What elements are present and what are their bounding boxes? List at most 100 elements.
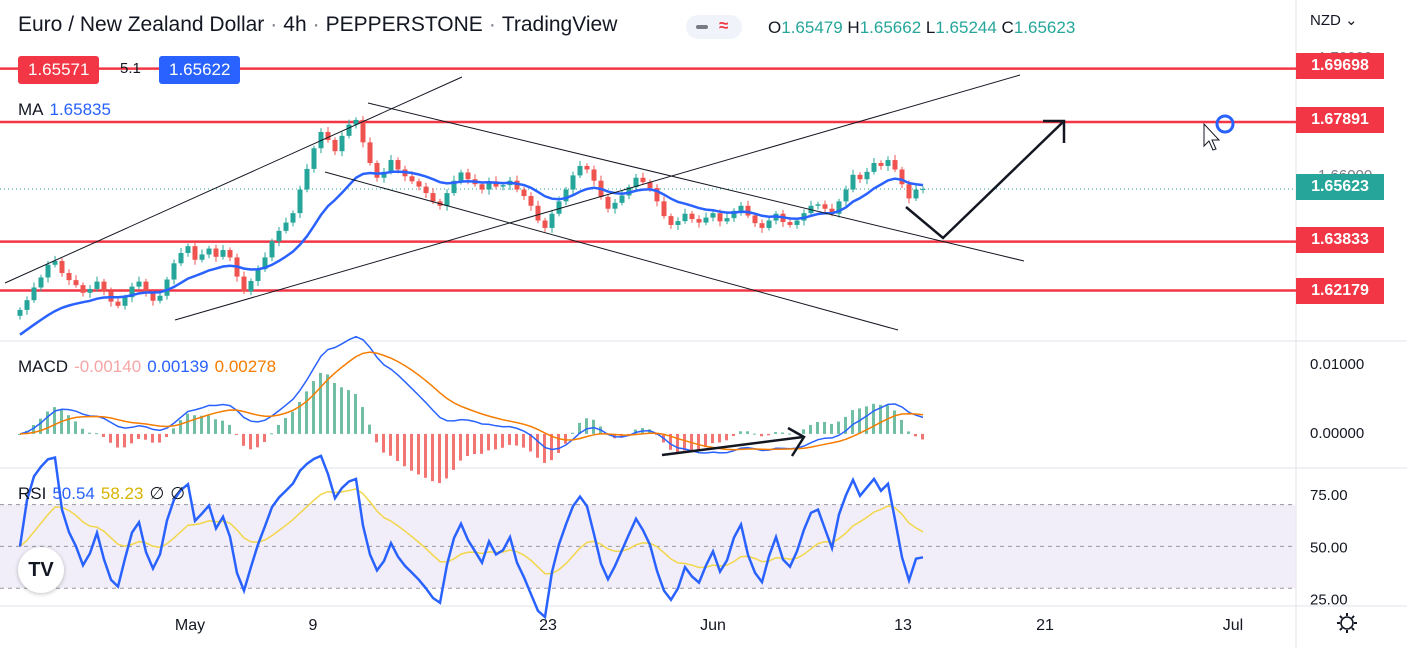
macd-histogram-bar (137, 433, 140, 439)
candle-body (528, 196, 534, 206)
chevron-down-icon: ⌄ (1345, 12, 1358, 29)
visibility-toggle[interactable]: ≈ (686, 15, 742, 39)
macd-histogram-bar (368, 424, 371, 434)
macd-histogram-bar (284, 417, 287, 434)
candle-body (381, 171, 387, 178)
candle-body (332, 139, 338, 152)
ma-legend[interactable]: MA 1.65835 (18, 100, 111, 119)
candle-body (605, 196, 611, 209)
time-axis-label: 9 (309, 617, 318, 634)
candle-body (73, 280, 79, 286)
macd-histogram-bar (88, 432, 91, 434)
buy-button[interactable]: 1.65622 (159, 56, 241, 84)
currency-selector[interactable]: NZD ⌄ (1310, 12, 1358, 29)
macd-histogram-bar (473, 433, 476, 455)
macd-histogram-bar (305, 391, 308, 434)
current-price-tag: 1.65623 (1296, 174, 1384, 200)
macd-histogram-bar (683, 433, 686, 451)
candle-body (24, 300, 30, 310)
time-axis-label: 13 (894, 617, 912, 634)
candle-body (325, 132, 331, 140)
cursor-ring (1215, 114, 1235, 134)
spread-value: 5.1 (120, 60, 141, 77)
candle-body (248, 281, 254, 292)
macd-histogram-bar (578, 422, 581, 434)
rsi-axis-label: 50.00 (1310, 539, 1348, 556)
candle-body (521, 189, 527, 197)
macd-histogram-bar (830, 423, 833, 434)
macd-histogram-bar (711, 433, 714, 444)
macd-histogram-bar (844, 416, 847, 434)
candle-body (871, 163, 877, 172)
macd-histogram-bar (214, 419, 217, 434)
macd-legend[interactable]: MACD -0.00140 0.00139 0.00278 (18, 357, 277, 376)
candle-body (115, 301, 121, 306)
macd-histogram-bar (389, 433, 392, 456)
candle-body (556, 201, 562, 214)
candle-body (395, 160, 401, 170)
macd-histogram-bar (333, 383, 336, 434)
macd-histogram-bar (347, 390, 350, 434)
macd-histogram-bar (417, 433, 420, 475)
macd-histogram-bar (746, 431, 749, 434)
candle-body (66, 273, 72, 281)
candle-body (738, 205, 744, 211)
platform-label: TradingView (501, 13, 618, 36)
macd-histogram-bar (865, 406, 868, 434)
candle-body (892, 160, 898, 170)
macd-histogram-bar (459, 433, 462, 461)
candle-body (94, 281, 100, 289)
candle-body (430, 193, 436, 202)
symbol-name[interactable]: Euro / New Zealand Dollar (18, 13, 265, 36)
rsi-line (18, 454, 924, 620)
macd-histogram-bar (298, 401, 301, 434)
candle-body (227, 250, 233, 258)
macd-histogram-bar (319, 372, 322, 434)
trend-channel-line (324, 171, 899, 331)
macd-histogram-bar (739, 431, 742, 434)
macd-histogram-bar (249, 433, 252, 450)
macd-histogram-bar (879, 404, 882, 434)
macd-histogram-bar (550, 433, 553, 461)
macd-histogram-bar (466, 433, 469, 457)
macd-histogram-bar (424, 433, 427, 478)
macd-histogram-bar (375, 433, 378, 443)
macd-histogram-bar (851, 410, 854, 434)
candle-body (374, 163, 380, 178)
level-tag-4: 1.62179 (1296, 278, 1384, 304)
sell-button[interactable]: 1.65571 (18, 56, 100, 84)
macd-histogram-bar (788, 433, 791, 435)
candle-body (465, 172, 471, 180)
gear-icon[interactable] (1337, 613, 1357, 633)
candle-body (717, 213, 723, 222)
macd-histogram-bar (130, 433, 133, 444)
macd-histogram-bar (235, 433, 238, 435)
macd-histogram-bar (221, 420, 224, 434)
macd-histogram-bar (116, 433, 119, 448)
tradingview-logo[interactable]: TV (18, 547, 64, 593)
macd-histogram-bar (921, 433, 924, 440)
candle-body (535, 205, 541, 221)
macd-histogram-bar (67, 415, 70, 434)
macd-histogram-bar (438, 433, 441, 484)
interval-label[interactable]: 4h (283, 13, 307, 36)
candle-body (346, 124, 352, 136)
candle-body (185, 246, 191, 253)
macd-histogram-bar (837, 421, 840, 434)
candle-body (178, 252, 184, 264)
macd-histogram-bar (914, 433, 917, 437)
rsi-legend[interactable]: RSI 50.54 58.23 ∅ ∅ (18, 484, 186, 503)
macd-histogram-bar (277, 424, 280, 434)
macd-histogram-bar (382, 433, 385, 453)
macd-histogram-bar (704, 433, 707, 448)
candle-body (745, 205, 751, 216)
candle-body (633, 177, 639, 188)
candle-body (682, 213, 688, 222)
macd-histogram-bar (102, 433, 105, 437)
arrow-head (1043, 119, 1066, 143)
candle-body (262, 257, 268, 270)
time-axis-label: 21 (1036, 617, 1054, 634)
candle-body (577, 165, 583, 176)
candle-body (31, 287, 37, 301)
